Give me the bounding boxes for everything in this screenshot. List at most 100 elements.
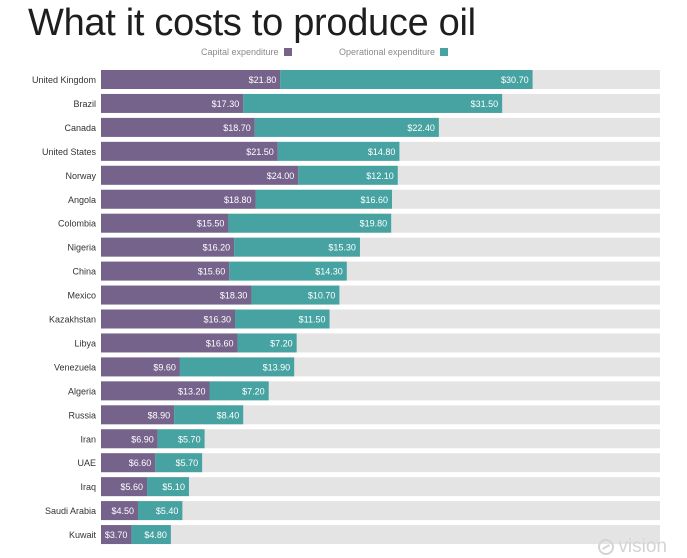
category-label-venezuela: Venezuela [54, 362, 96, 372]
bar-opex-canada [254, 117, 439, 137]
bar-capex-kazakhstan [101, 309, 235, 329]
category-label-canada: Canada [64, 123, 96, 133]
category-label-angola: Angola [68, 195, 96, 205]
legend-item-capex: Capital expenditure [201, 47, 292, 57]
bar-capex-libya [101, 333, 238, 353]
value-label-capex-kazakhstan: $16.30 [203, 315, 231, 325]
value-label-capex-brazil: $17.30 [212, 99, 240, 109]
value-label-opex-united-kingdom: $30.70 [501, 75, 529, 85]
bar-capex-iraq [101, 477, 148, 497]
category-label-mexico: Mexico [67, 291, 96, 301]
bar-track-kuwait [101, 525, 660, 545]
bar-capex-united-kingdom [101, 70, 281, 89]
bar-capex-brazil [101, 93, 244, 113]
chart-title: What it costs to produce oil [28, 2, 476, 44]
bar-opex-iraq [147, 477, 189, 497]
value-label-capex-colombia: $15.50 [197, 219, 225, 229]
value-label-capex-china: $15.60 [198, 267, 226, 277]
category-label-united-states: United States [42, 147, 97, 157]
value-label-opex-united-states: $14.80 [368, 147, 396, 157]
category-label-saudi-arabia: Saudi Arabia [45, 506, 96, 516]
bar-capex-canada [101, 117, 255, 137]
bar-capex-uae [101, 453, 156, 473]
category-label-iraq: Iraq [80, 482, 96, 492]
bar-capex-iran [101, 429, 158, 449]
value-label-opex-venezuela: $13.90 [263, 362, 291, 372]
bar-opex-saudi-arabia [137, 501, 183, 521]
legend-swatch-opex [440, 48, 449, 56]
chart-legend: Capital expenditure Operational expendit… [0, 47, 687, 61]
bar-opex-angola [255, 189, 393, 209]
value-label-capex-saudi-arabia: $4.50 [111, 506, 134, 516]
value-label-opex-angola: $16.60 [360, 195, 388, 205]
bar-opex-russia [174, 405, 244, 425]
category-label-china: China [72, 267, 96, 277]
legend-swatch-capex [283, 48, 292, 56]
bar-opex-uae [155, 453, 203, 473]
bar-capex-venezuela [101, 357, 180, 377]
watermark: vision [598, 536, 667, 558]
legend-label-capex: Capital expenditure [201, 47, 279, 57]
value-label-capex-iraq: $5.60 [121, 482, 144, 492]
bar-capex-russia [101, 405, 175, 425]
legend-label-opex: Operational expenditure [339, 47, 436, 57]
bar-opex-mexico [251, 285, 340, 305]
bar-capex-angola [101, 189, 256, 209]
value-label-opex-russia: $8.40 [217, 410, 240, 420]
bar-opex-libya [237, 333, 297, 353]
category-label-iran: Iran [80, 434, 96, 444]
bar-opex-iran [157, 429, 205, 449]
value-label-opex-algeria: $7.20 [242, 386, 265, 396]
value-label-opex-norway: $12.10 [366, 171, 394, 181]
value-label-capex-canada: $18.70 [223, 123, 251, 133]
bar-track-iran [101, 429, 660, 449]
bar-capex-china [101, 261, 230, 281]
bar-capex-nigeria [101, 237, 235, 257]
vision-logo-icon [598, 539, 615, 555]
category-label-libya: Libya [74, 338, 96, 348]
value-label-capex-algeria: $13.20 [178, 386, 206, 396]
value-label-opex-brazil: $31.50 [471, 99, 499, 109]
category-label-algeria: Algeria [68, 386, 96, 396]
value-label-capex-angola: $18.80 [224, 195, 252, 205]
value-label-capex-mexico: $18.30 [220, 291, 248, 301]
value-label-opex-kuwait: $4.80 [144, 530, 167, 540]
value-label-capex-venezuela: $9.60 [153, 362, 176, 372]
legend-item-opex: Operational expenditure [339, 47, 449, 57]
bar-opex-brazil [243, 93, 503, 113]
category-label-brazil: Brazil [73, 99, 96, 109]
watermark-text: vision [618, 536, 667, 557]
value-label-opex-saudi-arabia: $5.40 [156, 506, 179, 516]
bar-capex-algeria [101, 381, 210, 401]
bar-capex-norway [101, 165, 299, 185]
bar-track-uae [101, 453, 660, 473]
bar-opex-venezuela [179, 357, 295, 377]
value-label-capex-norway: $24.00 [267, 171, 295, 181]
value-label-opex-uae: $5.70 [176, 458, 199, 468]
category-label-colombia: Colombia [58, 219, 96, 229]
bar-opex-colombia [228, 213, 392, 233]
bar-opex-kazakhstan [234, 309, 330, 329]
value-label-opex-kazakhstan: $11.50 [299, 315, 326, 325]
bar-capex-colombia [101, 213, 229, 233]
bar-track-saudi-arabia [101, 501, 660, 521]
bar-track-iraq [101, 477, 660, 497]
value-label-opex-mexico: $10.70 [308, 291, 336, 301]
value-label-capex-iran: $6.90 [131, 434, 154, 444]
value-label-capex-united-states: $21.50 [246, 147, 274, 157]
category-label-norway: Norway [65, 171, 96, 181]
bar-opex-norway [298, 165, 398, 185]
category-label-uae: UAE [77, 458, 96, 468]
value-label-opex-china: $14.30 [315, 267, 343, 277]
value-label-opex-colombia: $19.80 [360, 219, 388, 229]
value-label-opex-nigeria: $15.30 [328, 243, 356, 253]
bar-capex-united-states [101, 141, 278, 161]
bar-opex-kuwait [131, 525, 171, 545]
value-label-capex-uae: $6.60 [129, 458, 152, 468]
bar-capex-kuwait [101, 525, 132, 545]
value-label-capex-kuwait: $3.70 [105, 530, 128, 540]
value-label-capex-united-kingdom: $21.80 [249, 75, 277, 85]
value-label-opex-canada: $22.40 [407, 123, 435, 133]
bar-capex-mexico [101, 285, 252, 305]
